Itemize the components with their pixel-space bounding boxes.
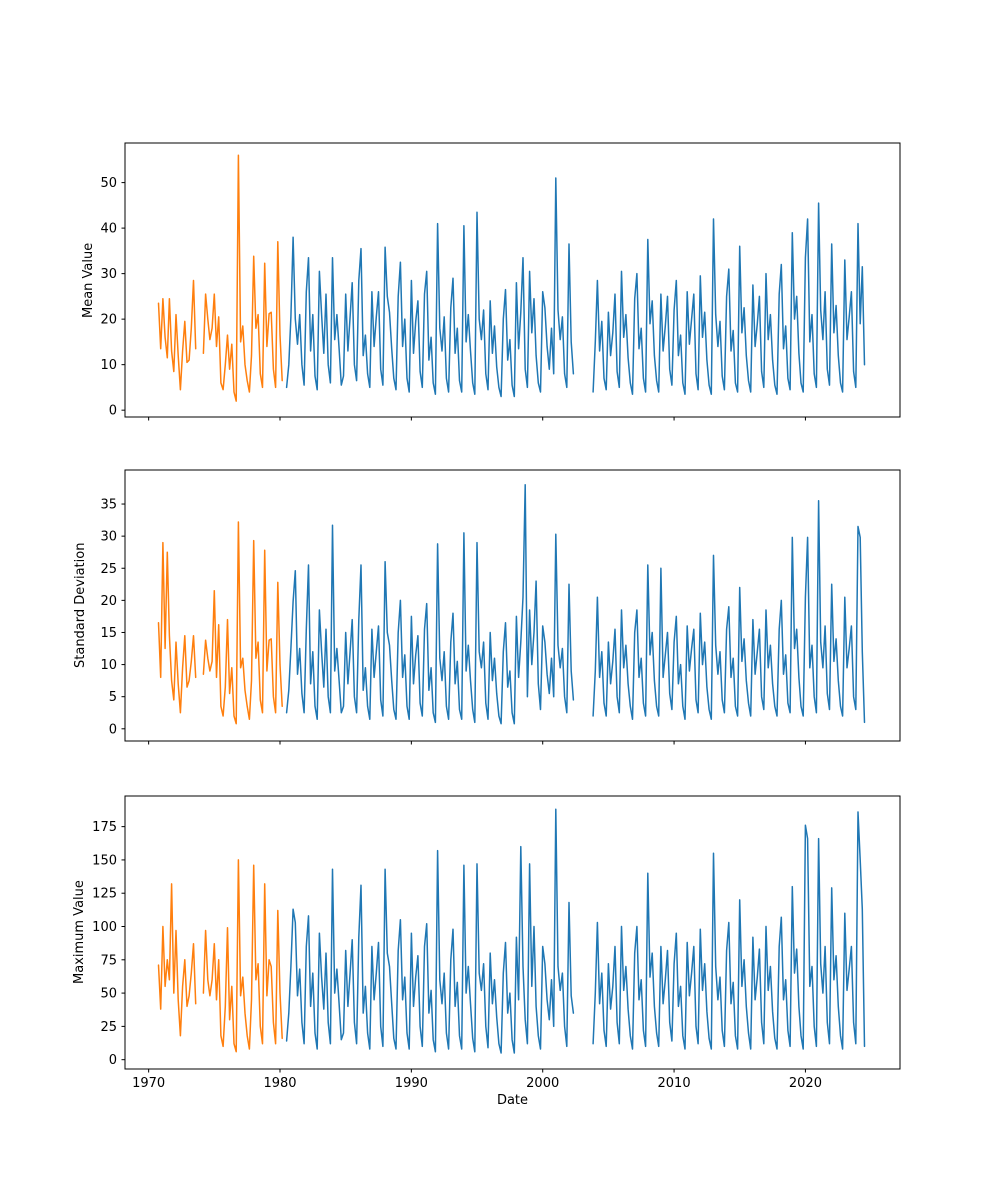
standard-deviation-early-orange-1-line bbox=[157, 541, 197, 714]
maximum-value-early-orange-2-line bbox=[202, 859, 283, 1053]
x-tick-label: 1990 bbox=[395, 1076, 428, 1091]
plot-frame-2 bbox=[124, 795, 901, 1070]
y-tick-label: 75 bbox=[100, 953, 117, 968]
maximum-value-axis-label: Maximum Value bbox=[72, 880, 87, 985]
x-tick-label: 2010 bbox=[658, 1076, 691, 1091]
y-tick-label: 15 bbox=[100, 626, 117, 641]
maximum-value-late-blue-2-line bbox=[592, 811, 866, 1050]
maximum-value-early-orange-1-line bbox=[157, 883, 197, 1037]
y-tick-label: 125 bbox=[92, 887, 117, 902]
date-axis-label: Date bbox=[496, 1093, 529, 1108]
y-tick-label: 50 bbox=[100, 176, 117, 191]
x-tick-label: 1970 bbox=[132, 1076, 165, 1091]
y-tick-label: 20 bbox=[100, 594, 117, 609]
y-tick-label: 40 bbox=[100, 222, 117, 237]
mean-value-early-orange-2-line bbox=[202, 154, 283, 402]
y-tick-label: 30 bbox=[100, 267, 117, 282]
y-tick-label: 10 bbox=[100, 658, 117, 673]
plot-frame-0 bbox=[124, 142, 901, 418]
y-tick-label: 0 bbox=[109, 722, 117, 737]
y-tick-label: 30 bbox=[100, 530, 117, 545]
y-tick-label: 25 bbox=[100, 562, 117, 577]
standard-deviation-axis-label: Standard Deviation bbox=[73, 542, 88, 669]
mean-value-axis-label: Mean Value bbox=[81, 242, 96, 318]
x-tick-label: 2020 bbox=[789, 1076, 822, 1091]
y-tick-label: 10 bbox=[100, 358, 117, 373]
y-tick-label: 25 bbox=[100, 1020, 117, 1035]
x-tick-label: 1980 bbox=[263, 1076, 296, 1091]
mean-value-late-blue-1-line bbox=[285, 177, 575, 398]
plot-frame-1 bbox=[124, 469, 901, 742]
standard-deviation-late-blue-1-line bbox=[285, 484, 575, 725]
standard-deviation-late-blue-2-line bbox=[592, 500, 866, 724]
y-tick-label: 150 bbox=[92, 853, 117, 868]
maximum-value-late-blue-1-line bbox=[285, 808, 575, 1054]
y-tick-label: 50 bbox=[100, 987, 117, 1002]
y-tick-label: 20 bbox=[100, 313, 117, 328]
y-tick-label: 35 bbox=[100, 498, 117, 513]
y-tick-label: 0 bbox=[109, 404, 117, 419]
mean-value-early-orange-1-line bbox=[157, 279, 197, 391]
x-tick-label: 2000 bbox=[526, 1076, 559, 1091]
y-tick-label: 5 bbox=[109, 690, 117, 705]
y-tick-label: 175 bbox=[92, 820, 117, 835]
y-tick-label: 100 bbox=[92, 920, 117, 935]
standard-deviation-early-orange-2-line bbox=[202, 521, 283, 725]
y-tick-label: 0 bbox=[109, 1053, 117, 1068]
mean-value-late-blue-2-line bbox=[592, 202, 866, 395]
